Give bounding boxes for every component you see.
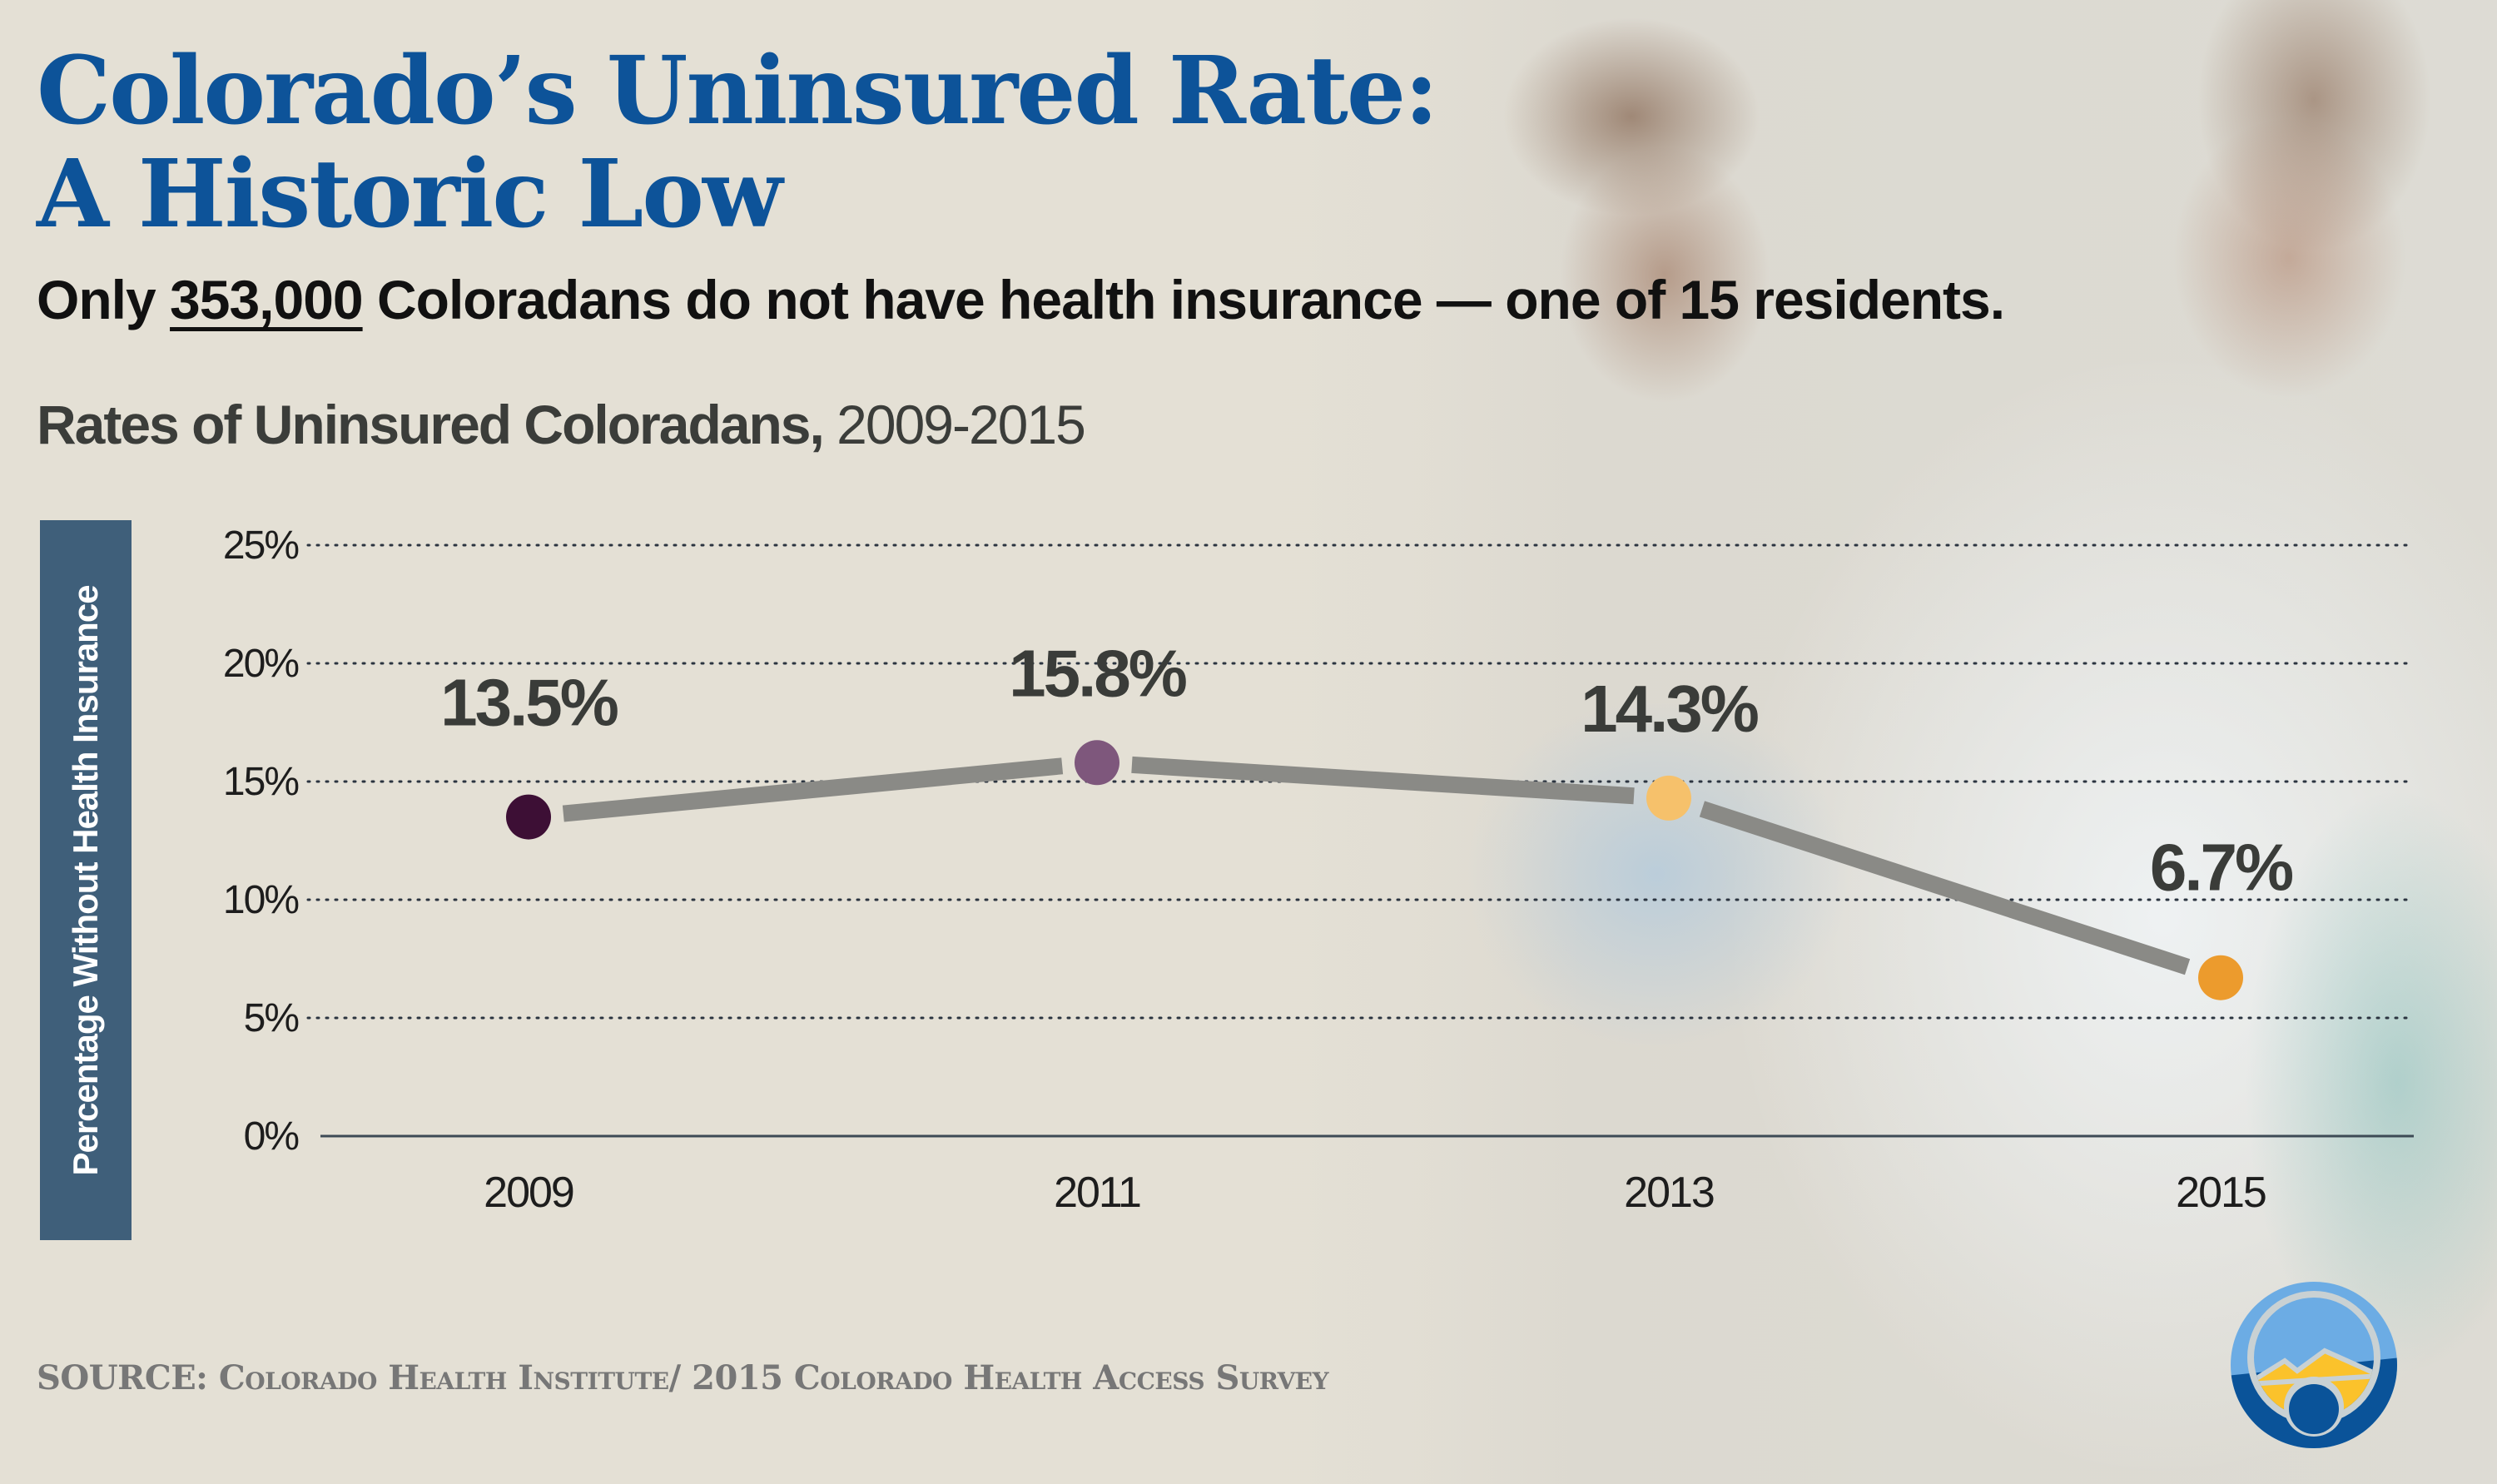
subtitle-suffix: Coloradans do not have health insurance … (362, 269, 2005, 330)
series-line (562, 756, 2191, 975)
y-tick-labels: 0% 5% 10% 15% 20% 25% (223, 524, 300, 1159)
series-segment (1131, 756, 1635, 805)
series-segment (562, 757, 1064, 822)
x-tick-label: 2009 (484, 1169, 573, 1217)
title-line-2: A Historic Low (37, 140, 782, 249)
y-tick-label: 0% (244, 1114, 299, 1159)
colorado-health-institute-logo-icon (2231, 1282, 2397, 1448)
x-tick-label: 2011 (1054, 1169, 1140, 1217)
y-tick-label: 20% (223, 642, 298, 686)
chart-title-main: Rates of Uninsured Coloradans, (37, 394, 825, 455)
y-tick-label: 10% (223, 878, 298, 922)
x-tick-labels: 2009 2011 2013 2015 (484, 1169, 2267, 1217)
y-axis-label-box: Percentage Without Health Insurance (40, 520, 132, 1240)
y-tick-label: 5% (244, 996, 299, 1040)
data-points (506, 740, 2243, 1000)
background-fade (1165, 0, 1581, 1484)
data-label-2009: 13.5% (440, 666, 618, 740)
data-label-2013: 14.3% (1581, 672, 1759, 746)
chart-title: Rates of Uninsured Coloradans, 2009-2015 (37, 391, 1086, 458)
data-label-2015: 6.7% (2150, 831, 2293, 905)
subtitle: Only 353,000 Coloradans do not have heal… (37, 266, 2005, 333)
series-segment (1699, 801, 2191, 975)
data-point-2015 (2198, 955, 2243, 1000)
page-title: Colorado’s Uninsured Rate: A Historic Lo… (37, 37, 1438, 249)
y-tick-label: 25% (223, 524, 298, 568)
source-note: SOURCE: Colorado Health Institute/ 2015 … (37, 1358, 1329, 1397)
x-tick-label: 2015 (2176, 1169, 2266, 1217)
subtitle-highlight-number: 353,000 (170, 269, 364, 330)
title-line-1: Colorado’s Uninsured Rate: (37, 37, 1438, 146)
data-point-2011 (1075, 740, 1119, 786)
data-labels: 13.5% 15.8% 14.3% 6.7% (440, 636, 2296, 905)
gridlines (306, 543, 2415, 1138)
chart-title-years: 2009-2015 (822, 394, 1086, 455)
data-point-2013 (1646, 775, 1691, 821)
x-tick-label: 2013 (1624, 1169, 1714, 1217)
y-tick-label: 15% (223, 760, 298, 804)
data-label-2011: 15.8% (1009, 636, 1187, 710)
data-point-2009 (506, 794, 551, 840)
subtitle-prefix: Only (37, 269, 171, 330)
